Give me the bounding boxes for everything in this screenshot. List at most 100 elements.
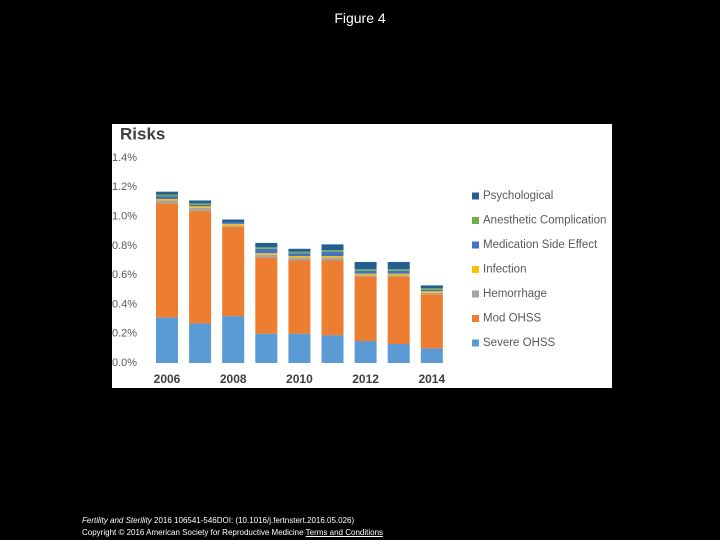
legend-swatch — [472, 192, 479, 200]
bar-segment — [354, 261, 377, 270]
bar-segment — [222, 223, 245, 226]
x-tick-label: 2014 — [418, 372, 445, 386]
bar-segment — [354, 270, 377, 274]
bar-segment — [255, 242, 278, 248]
bar-segment — [420, 289, 443, 292]
bar-segment — [156, 196, 178, 199]
bar-segment — [420, 292, 443, 295]
y-tick-label: 0.8% — [112, 240, 137, 252]
bar-segment — [288, 248, 311, 252]
legend-swatch — [472, 339, 479, 347]
bar-segment — [255, 248, 278, 254]
bar-segment — [156, 194, 178, 197]
y-tick-label: 0.0% — [112, 357, 137, 369]
bar-segment — [321, 244, 344, 251]
legend-label: Psychological — [483, 190, 553, 202]
copyright-line: Copyright © 2016 American Society for Re… — [82, 527, 383, 539]
bar-segment — [354, 276, 377, 342]
bar-segment — [420, 348, 443, 363]
legend-swatch — [472, 315, 479, 322]
bar-segment — [420, 285, 443, 289]
bar-segment — [354, 275, 377, 277]
bar-segment — [255, 247, 278, 249]
bar-segment — [354, 273, 377, 276]
bar-segment — [189, 206, 212, 208]
bar-segment — [222, 316, 245, 363]
bar-segment — [387, 275, 410, 277]
bar-segment — [288, 251, 311, 254]
bar-segment — [156, 317, 178, 363]
bar-segment — [156, 203, 178, 318]
bar-segment — [420, 291, 443, 293]
legend-label: Anesthetic Complication — [483, 215, 606, 227]
bar-segment — [321, 251, 344, 257]
legend-swatch — [472, 266, 479, 273]
copyright: Copyright © 2016 American Society for Re… — [82, 528, 304, 537]
chart-title: Risks — [120, 124, 165, 143]
bar-segment — [189, 200, 212, 204]
x-tick-label: 2010 — [286, 372, 313, 386]
legend-label: Medication Side Effect — [483, 239, 598, 251]
y-tick-label: 1.0% — [112, 210, 137, 222]
bar-segment — [387, 269, 410, 271]
x-tick-label: 2006 — [154, 372, 181, 386]
bar-segment — [321, 256, 344, 258]
bar-segment — [255, 257, 278, 334]
figure-title: Figure 4 — [334, 10, 386, 26]
journal: Fertility and Sterility — [82, 516, 152, 525]
bar-segment — [288, 257, 311, 261]
legend-label: Severe OHSS — [483, 337, 556, 349]
legend-label: Infection — [483, 264, 526, 276]
terms-link[interactable]: Terms and Conditions — [305, 528, 384, 537]
bar-segment — [222, 219, 245, 223]
bar-segment — [288, 333, 311, 363]
bar-segment — [387, 261, 410, 270]
bar-segment — [420, 288, 443, 290]
bar-segment — [222, 226, 245, 317]
bar-segment — [354, 269, 377, 271]
bar-segment — [156, 200, 178, 204]
bar-segment — [255, 253, 278, 255]
bar-segment — [354, 341, 377, 363]
x-tick-label: 2008 — [220, 372, 247, 386]
y-tick-label: 0.6% — [112, 269, 137, 281]
bar-segment — [189, 210, 212, 324]
bar-segment — [387, 343, 410, 363]
bar-segment — [156, 191, 178, 195]
bar-segment — [189, 207, 212, 211]
bar-segment — [189, 204, 212, 207]
legend-swatch — [472, 217, 479, 224]
bar-segment — [420, 294, 443, 349]
y-tick-label: 0.2% — [112, 328, 137, 340]
legend-swatch — [472, 241, 479, 249]
legend-swatch — [472, 290, 479, 298]
bar-segment — [255, 254, 278, 258]
bar-segment — [189, 203, 212, 205]
bar-segment — [321, 257, 344, 261]
chart: Risks 0.0% 0.2% 0.4% 0.6% 0.8% 1.0% 1.2% 1.4% 20… — [112, 124, 612, 388]
bar-segment — [321, 260, 344, 336]
bar-segment — [288, 253, 311, 257]
bar-segment — [189, 323, 212, 363]
citation: 2016 106541-546DOI: (10.1016/j.fertnster… — [151, 516, 355, 525]
bar-segment — [387, 276, 410, 344]
y-tick-label: 1.4% — [112, 152, 137, 164]
legend-label: Hemorrhage — [483, 288, 547, 300]
bar-segment — [222, 222, 245, 224]
x-tick-label: 2012 — [352, 372, 379, 386]
bar-segment — [255, 333, 278, 363]
bar-segment — [321, 335, 344, 363]
bar-segment — [288, 256, 311, 258]
bar-segment — [321, 250, 344, 252]
bar-segment — [222, 225, 245, 227]
citation-line: Fertility and Sterility 2016 106541-546D… — [82, 515, 383, 527]
footer: Fertility and Sterility 2016 106541-546D… — [82, 515, 383, 539]
y-tick-label: 0.4% — [112, 298, 137, 310]
bar-segment — [387, 273, 410, 276]
bar-segment — [387, 270, 410, 274]
y-tick-label: 1.2% — [112, 181, 137, 193]
bar-segment — [288, 260, 311, 334]
bar-segment — [156, 199, 178, 201]
legend-label: Mod OHSS — [483, 313, 541, 325]
